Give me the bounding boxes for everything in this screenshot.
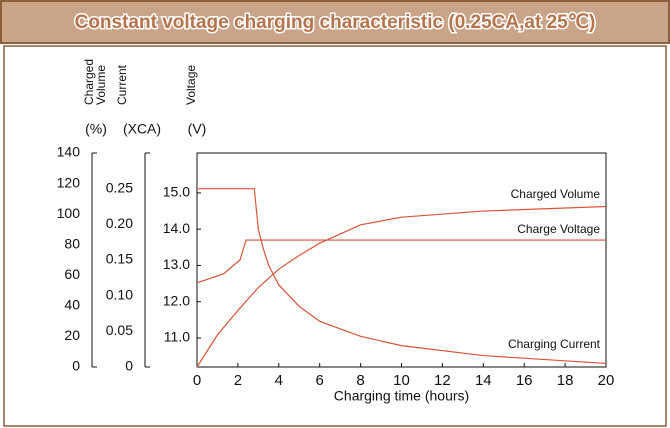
y-unit: (%) xyxy=(85,121,107,137)
series-line xyxy=(196,239,606,284)
chart-frame xyxy=(3,45,667,427)
y3-tick-label: 15.0 xyxy=(163,184,190,200)
x-tick-label: 20 xyxy=(598,372,615,389)
y3-unit: (V) xyxy=(188,121,207,137)
y2-axis-label: Current xyxy=(115,64,129,105)
x-tick-label: 0 xyxy=(193,372,201,389)
x-tick-label: 18 xyxy=(557,372,574,389)
y-tick-label: 60 xyxy=(64,266,80,282)
y3-tick-label: 13.0 xyxy=(163,256,190,272)
y2-tick-label: 0.20 xyxy=(106,215,133,231)
series-label: Charging Current xyxy=(508,337,601,351)
x-axis-label: Charging time (hours) xyxy=(334,388,469,404)
series-line xyxy=(196,205,607,368)
header-band xyxy=(0,0,670,44)
y3-tick-label: 11.0 xyxy=(164,329,190,345)
y-tick-label: 0 xyxy=(72,358,80,374)
y-tick-label: 100 xyxy=(57,205,81,221)
series-label: Charged Volume xyxy=(511,187,601,201)
x-tick-label: 12 xyxy=(434,372,451,389)
series-line xyxy=(197,188,607,365)
y3-axis-label: Voltage xyxy=(184,64,198,105)
y-tick-label: 40 xyxy=(64,297,80,313)
x-tick-label: 10 xyxy=(393,372,410,389)
y3-tick-label: 12.0 xyxy=(163,292,190,308)
x-tick-label: 2 xyxy=(234,372,242,389)
y-tick-label: 120 xyxy=(57,174,81,190)
y2-tick-label: 0.15 xyxy=(106,251,133,267)
y2-tick-label: 0.25 xyxy=(106,179,133,195)
y3-tick-label: 14.0 xyxy=(163,220,190,236)
y2-tick-label: 0.10 xyxy=(106,286,133,302)
y2-tick-label: 0.05 xyxy=(106,322,133,338)
y-axis-label: Charged Volume xyxy=(82,58,108,105)
series-label: Charge Voltage xyxy=(517,222,600,236)
y2-unit: (XCA) xyxy=(123,121,161,137)
x-tick-label: 16 xyxy=(516,372,533,389)
x-tick-label: 14 xyxy=(475,372,492,389)
x-tick-label: 8 xyxy=(356,372,364,389)
x-tick-label: 4 xyxy=(275,372,283,389)
y-tick-label: 20 xyxy=(64,327,80,343)
y2-tick-label: 0 xyxy=(125,358,133,374)
y-tick-label: 140 xyxy=(57,144,81,160)
chart-title: Constant voltage charging characteristic… xyxy=(75,12,596,33)
y-tick-label: 80 xyxy=(64,235,80,251)
x-tick-label: 6 xyxy=(316,372,324,389)
plot-area xyxy=(196,152,607,368)
